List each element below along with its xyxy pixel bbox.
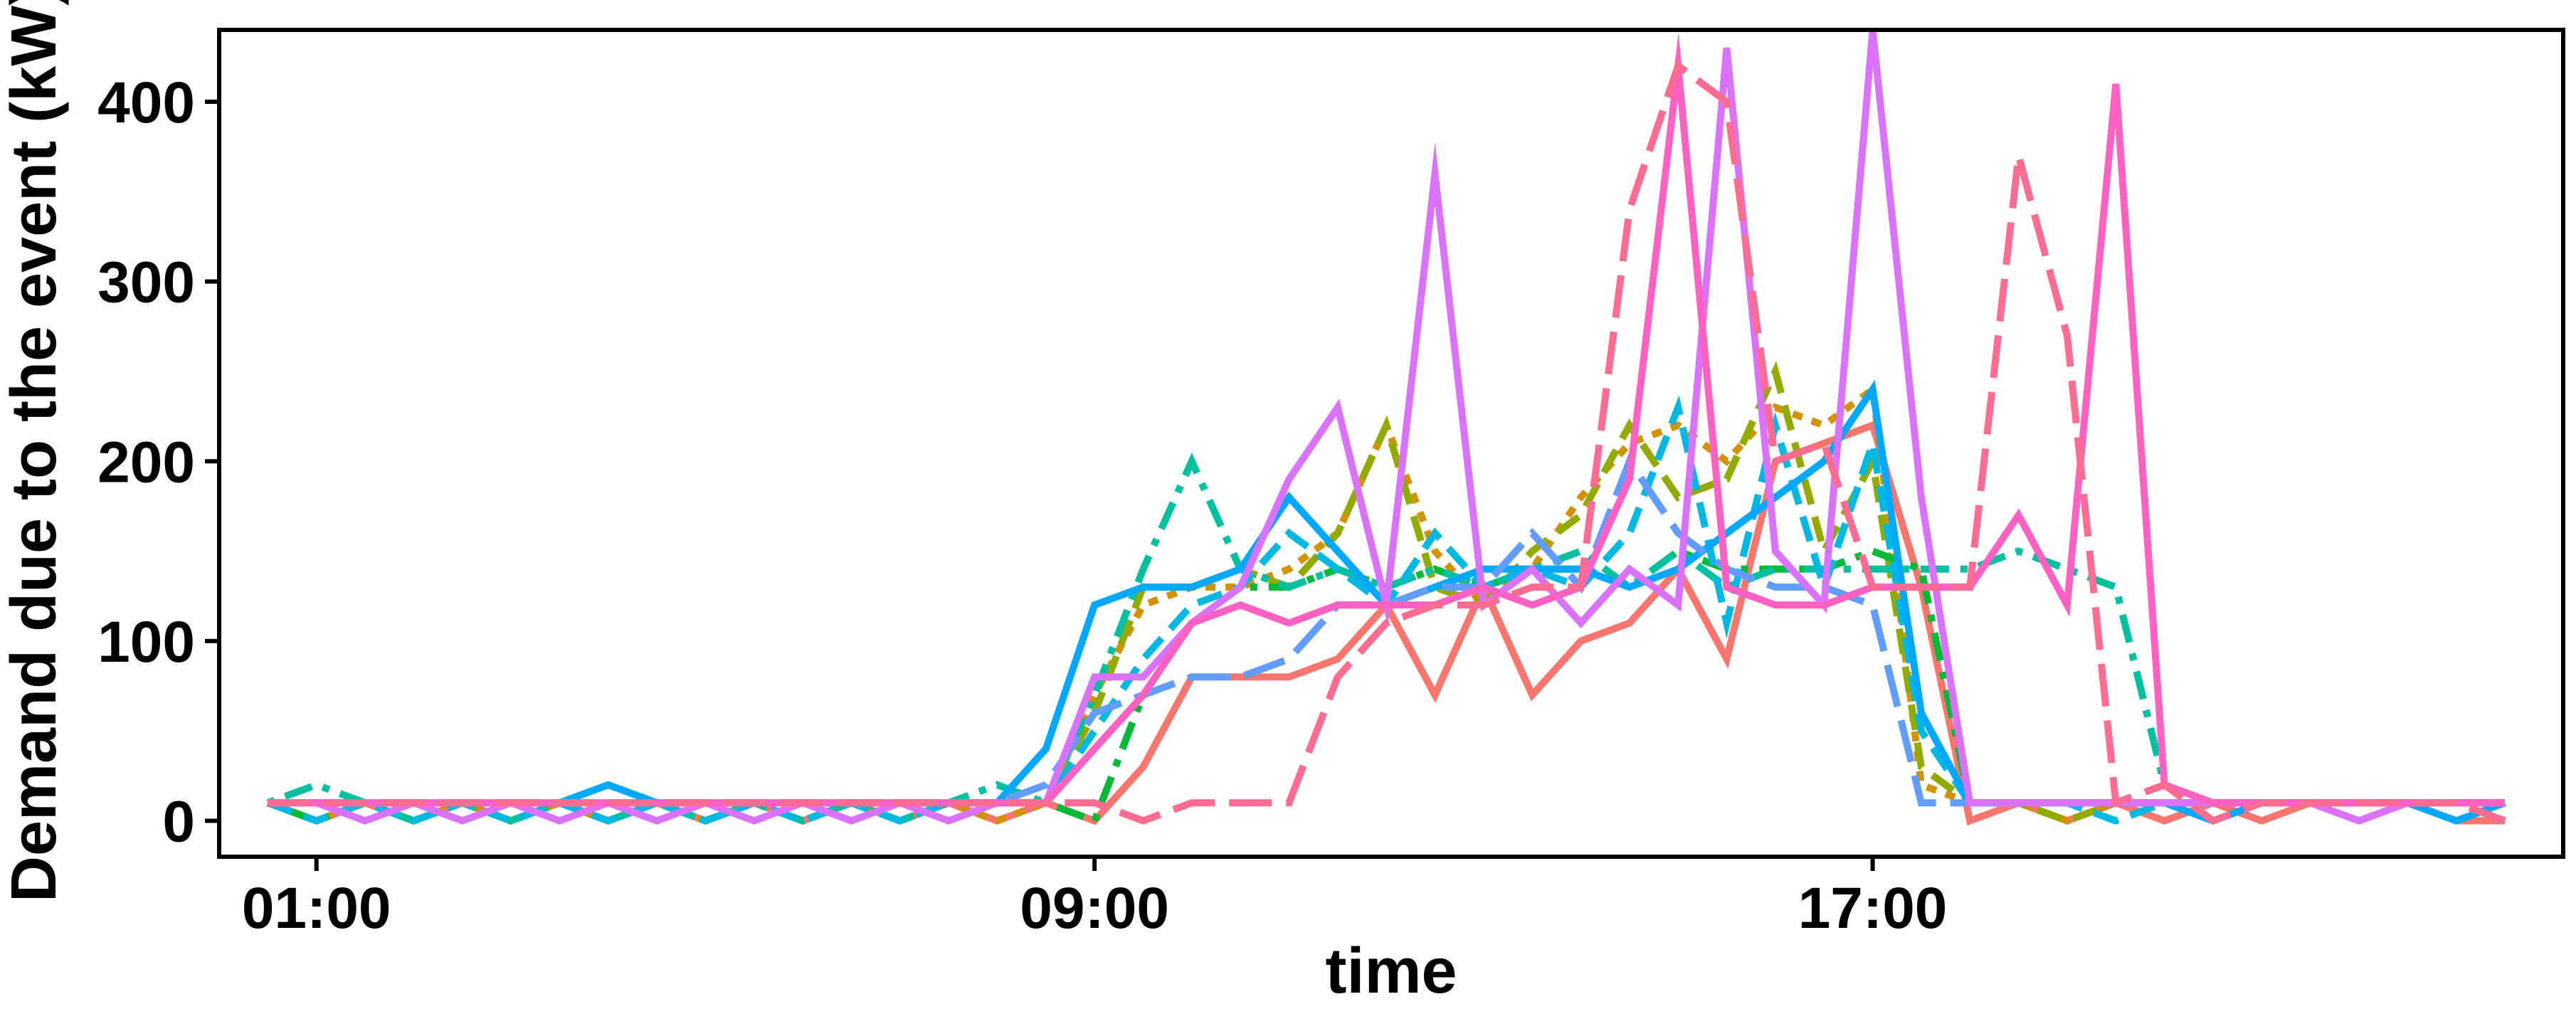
x-axis-title: time bbox=[1325, 936, 1457, 1007]
y-tick-label: 200 bbox=[97, 430, 195, 495]
plot-frame bbox=[217, 28, 2565, 859]
y-axis-title: Demand due to the event (kW) bbox=[0, 0, 70, 902]
x-tick-label: 01:00 bbox=[242, 876, 391, 941]
x-axis: 01:00 09:00 17:00 bbox=[242, 857, 1948, 941]
y-tick-label: 100 bbox=[97, 610, 195, 675]
y-tick-label: 400 bbox=[97, 70, 195, 135]
y-tick-label: 0 bbox=[162, 789, 195, 854]
y-axis: 0 100 200 300 400 bbox=[97, 70, 219, 854]
series-layer bbox=[266, 29, 2506, 826]
x-tick-label: 09:00 bbox=[1020, 876, 1169, 941]
y-tick-label: 300 bbox=[97, 250, 195, 315]
series-line-11 bbox=[268, 60, 2506, 825]
x-tick-label: 17:00 bbox=[1798, 876, 1948, 941]
